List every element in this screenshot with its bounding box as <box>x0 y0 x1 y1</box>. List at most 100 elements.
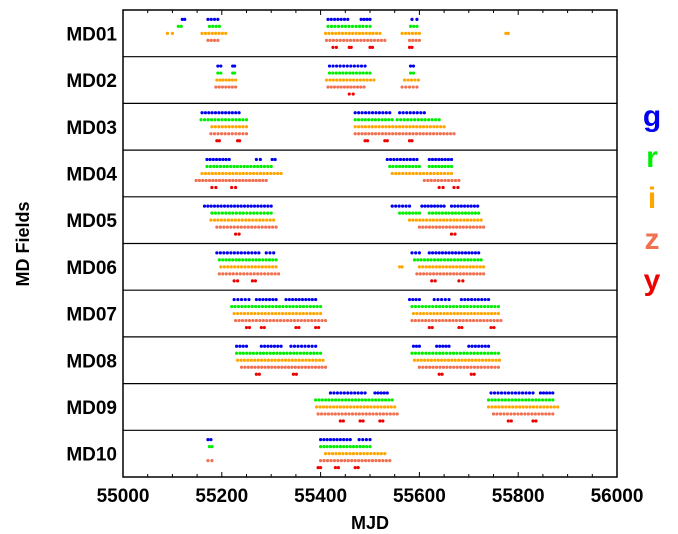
point-md04-g <box>218 157 222 162</box>
point-md02-g <box>359 64 364 68</box>
point-md07-r <box>319 304 323 309</box>
point-md07-z <box>323 318 328 323</box>
point-md03-i <box>387 125 391 129</box>
point-md03-z <box>428 132 432 136</box>
point-md07-g <box>314 297 318 302</box>
point-md08-r <box>312 351 316 355</box>
point-md03-r <box>241 118 245 122</box>
point-md09-i <box>332 405 336 409</box>
point-md09-i <box>355 405 359 409</box>
point-md03-r <box>353 118 357 122</box>
point-md05-r <box>245 211 249 215</box>
point-md04-z <box>214 178 218 183</box>
point-md09-z <box>357 412 361 416</box>
point-md01-r <box>357 24 362 28</box>
point-md08-y <box>294 372 298 376</box>
point-md08-r <box>298 351 303 355</box>
point-md04-r <box>222 164 226 169</box>
point-md07-z <box>485 318 489 323</box>
point-md10-z <box>346 459 350 463</box>
point-md02-r <box>351 71 355 75</box>
point-md10-y <box>319 466 323 470</box>
point-md09-i <box>528 405 532 409</box>
point-md04-z <box>450 178 454 183</box>
point-md05-r <box>241 211 245 215</box>
point-md07-z <box>489 318 493 323</box>
point-md05-z <box>465 225 469 229</box>
point-md02-z <box>214 85 218 89</box>
point-md05-r <box>457 211 461 215</box>
point-md09-y <box>509 419 513 423</box>
point-md09-i <box>372 405 376 409</box>
point-md03-r <box>213 118 217 122</box>
point-md09-i <box>507 405 511 409</box>
point-md09-r <box>493 398 497 402</box>
point-md01-i <box>351 31 355 35</box>
point-md07-g <box>436 297 440 302</box>
point-md09-r <box>334 398 338 402</box>
point-md01-z <box>369 38 373 42</box>
point-md08-r <box>424 351 428 355</box>
point-md08-r <box>462 351 466 355</box>
point-md05-i <box>452 218 456 222</box>
point-md07-y <box>294 325 298 330</box>
point-md02-i <box>224 78 228 82</box>
point-md04-i <box>415 171 419 176</box>
point-md04-i <box>200 171 204 176</box>
point-md04-z <box>426 178 430 183</box>
point-md04-z <box>251 178 255 183</box>
point-md05-g <box>206 204 210 208</box>
point-md04-i <box>210 171 214 176</box>
point-md09-z <box>540 412 544 416</box>
point-md04-i <box>224 171 228 176</box>
point-md10-r <box>345 445 349 449</box>
point-md09-i <box>352 405 356 409</box>
legend-band-i: i <box>648 182 656 215</box>
point-md05-g <box>239 204 243 208</box>
point-md04-g <box>412 157 416 162</box>
point-md09-g <box>363 391 367 395</box>
point-md06-z <box>452 272 456 276</box>
point-md08-g <box>266 344 270 348</box>
point-md09-i <box>518 405 522 409</box>
point-md06-r <box>267 258 272 262</box>
point-md09-z <box>512 412 517 416</box>
point-md03-z <box>353 132 357 136</box>
point-md04-i <box>207 171 211 176</box>
point-md05-i <box>411 218 415 222</box>
point-md03-z <box>360 132 364 136</box>
point-md01-i <box>203 31 208 35</box>
point-md03-z <box>227 132 231 136</box>
point-md05-i <box>465 218 470 222</box>
point-md07-r <box>455 304 459 309</box>
point-md10-r <box>328 445 333 449</box>
point-md03-r <box>356 118 361 122</box>
point-md06-z <box>445 272 449 276</box>
point-md04-i <box>435 171 440 176</box>
point-md08-z <box>307 365 311 369</box>
point-md05-z <box>424 225 428 229</box>
point-md08-g <box>444 344 448 348</box>
point-md05-g <box>266 204 270 208</box>
point-md09-i <box>545 405 549 409</box>
point-md01-z <box>212 38 217 42</box>
point-md06-r <box>469 258 473 262</box>
point-md09-i <box>328 405 332 409</box>
point-md07-z <box>244 318 248 323</box>
point-md09-g <box>520 391 525 395</box>
point-md01-g <box>209 17 213 21</box>
point-md08-y <box>469 372 473 376</box>
point-md01-z <box>209 38 213 42</box>
point-md05-i <box>469 218 473 222</box>
point-md01-y <box>370 45 375 49</box>
point-md06-y <box>461 279 465 283</box>
point-md08-g <box>299 344 304 348</box>
point-md04-z <box>194 178 198 183</box>
point-md06-g <box>222 251 226 255</box>
point-md09-i <box>542 405 546 409</box>
point-md07-z <box>234 318 238 323</box>
point-md09-i <box>490 405 494 409</box>
point-md05-z <box>461 225 465 229</box>
point-md03-g <box>370 111 375 115</box>
